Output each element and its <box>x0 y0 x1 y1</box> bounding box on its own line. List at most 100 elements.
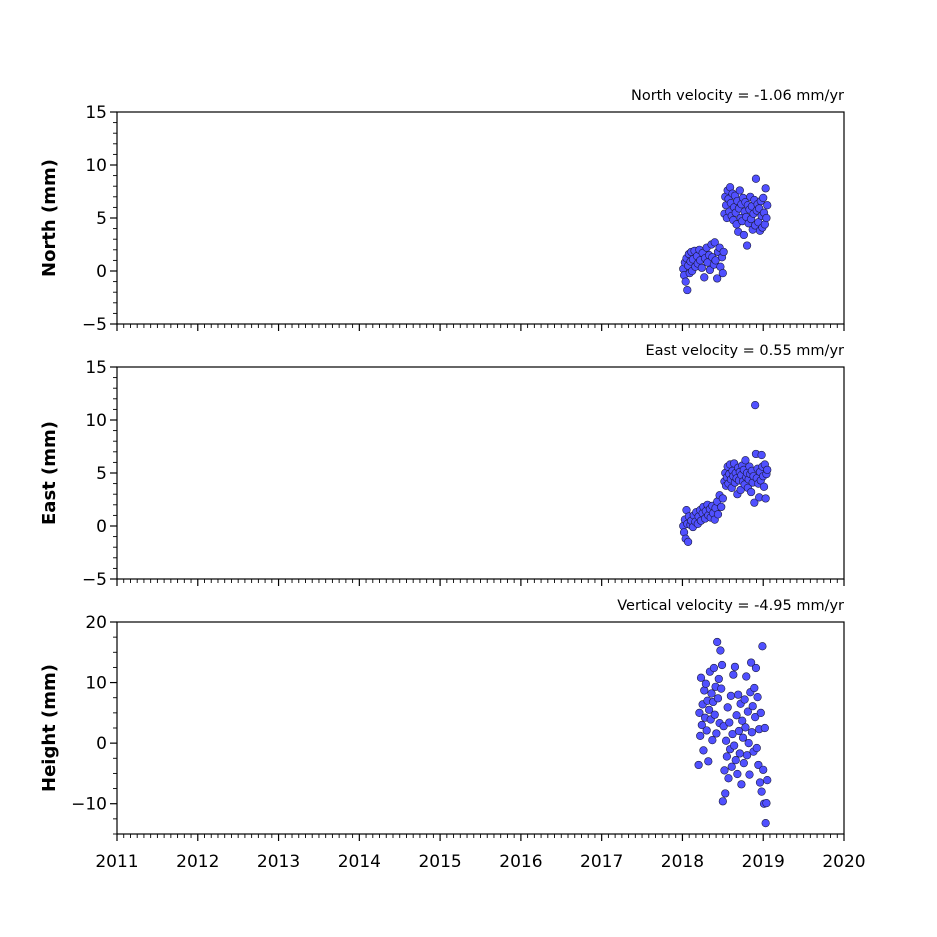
data-point <box>751 401 760 410</box>
data-point <box>741 456 750 465</box>
data-point <box>705 705 714 714</box>
y-tick-label: 15 <box>85 358 107 378</box>
data-point <box>747 658 756 667</box>
data-point <box>731 756 740 765</box>
data-point <box>750 498 759 507</box>
data-point <box>725 718 734 727</box>
data-point <box>719 247 728 257</box>
data-points <box>679 174 772 295</box>
data-point <box>751 663 761 673</box>
data-point <box>714 674 723 684</box>
y-tick-label: 5 <box>96 209 107 229</box>
y-axis-label: North (mm) <box>39 159 60 277</box>
data-point <box>735 749 744 758</box>
data-point <box>726 691 736 700</box>
y-tick-label: 0 <box>96 262 107 282</box>
data-point <box>683 537 693 547</box>
data-point <box>713 510 723 519</box>
data-point <box>699 746 708 755</box>
data-point <box>708 736 717 745</box>
data-point <box>696 731 705 740</box>
data-point <box>743 707 752 716</box>
data-point <box>718 797 727 806</box>
data-point <box>760 723 769 733</box>
data-point <box>710 238 719 247</box>
velocity-title: East velocity = 0.55 mm/yr <box>645 343 844 359</box>
x-tick-label: 2020 <box>822 852 865 872</box>
data-point <box>697 263 706 272</box>
data-point <box>752 743 761 753</box>
data-point <box>751 174 761 183</box>
data-point <box>747 728 757 737</box>
data-point <box>742 751 752 760</box>
x-tick-label: 2017 <box>580 852 623 872</box>
data-point <box>755 778 765 787</box>
y-tick-label: 10 <box>85 411 107 431</box>
data-point <box>750 683 759 693</box>
x-tick-label: 2015 <box>418 852 461 872</box>
data-point <box>754 760 763 770</box>
data-point <box>756 708 765 717</box>
y-tick-label: 20 <box>85 613 107 633</box>
data-point <box>742 241 752 250</box>
data-point <box>683 285 692 295</box>
data-point <box>681 277 690 286</box>
data-point <box>745 770 754 779</box>
y-tick-label: 0 <box>96 734 107 754</box>
data-point <box>694 760 703 770</box>
data-point <box>722 752 731 761</box>
data-point <box>710 710 719 719</box>
data-point <box>718 269 727 278</box>
data-points <box>694 637 772 828</box>
x-tick-label: 2012 <box>176 852 219 872</box>
y-tick-label: −5 <box>82 315 107 335</box>
panel-3: −10 0 10 20 Height (mm) Vertical velocity = -… <box>39 598 866 872</box>
data-point <box>763 775 772 785</box>
velocity-title: North velocity = -1.06 mm/yr <box>631 88 844 104</box>
data-point <box>758 642 767 651</box>
data-point <box>730 662 740 671</box>
data-point <box>700 686 709 695</box>
data-point <box>697 720 706 730</box>
data-point <box>729 670 738 679</box>
data-point <box>730 741 739 750</box>
y-tick-label: −5 <box>82 570 107 590</box>
data-point <box>695 708 704 717</box>
data-point <box>757 450 766 460</box>
data-point <box>739 759 748 768</box>
x-tick-label: 2013 <box>257 852 300 872</box>
data-point <box>762 799 771 808</box>
data-point <box>761 818 770 828</box>
panel-2: −5 0 5 10 15 East (mm) East velocity = 0.55 mm… <box>39 343 845 590</box>
data-point <box>742 672 751 681</box>
data-point <box>713 637 722 647</box>
data-point <box>713 694 723 703</box>
y-tick-label: −10 <box>71 795 107 815</box>
data-point <box>701 679 710 688</box>
data-point <box>763 201 772 210</box>
data-point <box>700 273 709 282</box>
y-tick-label: 10 <box>85 674 107 694</box>
data-point <box>762 213 771 223</box>
data-point <box>738 733 748 742</box>
data-point <box>761 184 770 193</box>
y-tick-label: 0 <box>96 517 107 537</box>
data-point <box>751 712 760 722</box>
data-point <box>737 780 746 789</box>
x-tick-label: 2019 <box>742 852 785 872</box>
y-tick-label: 10 <box>85 156 107 176</box>
velocity-title: Vertical velocity = -4.95 mm/yr <box>617 598 844 614</box>
data-point <box>717 502 726 512</box>
panel-1: −5 0 5 10 15 North (mm) North velocity = -1.06… <box>39 88 845 335</box>
data-point <box>702 726 711 735</box>
data-point <box>734 726 744 736</box>
data-point <box>724 774 733 783</box>
data-point <box>741 723 750 732</box>
data-point <box>733 769 742 779</box>
data-point <box>696 673 706 682</box>
data-point <box>753 693 762 702</box>
data-point <box>761 494 770 503</box>
data-point <box>721 789 730 798</box>
data-point <box>759 765 768 774</box>
